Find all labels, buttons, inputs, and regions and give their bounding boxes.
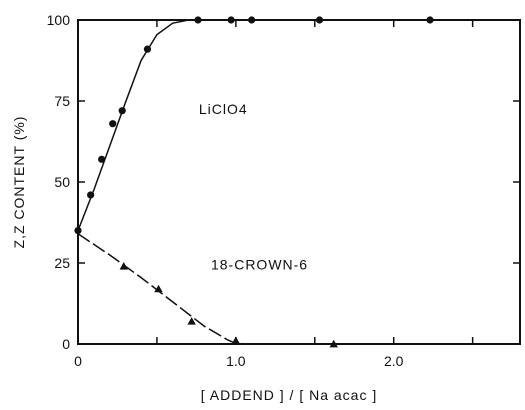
data-point-circle	[118, 107, 126, 115]
data-point-triangle	[187, 317, 196, 325]
data-point-circle	[74, 227, 82, 235]
data-point-triangle	[154, 284, 163, 293]
y-tick-label: 75	[54, 93, 70, 109]
data-point-circle	[194, 16, 202, 24]
y-tick-label: 100	[47, 12, 71, 28]
plot-frame	[77, 19, 521, 345]
data-point-circle	[109, 120, 117, 128]
plot-border	[77, 19, 521, 345]
data-point-triangle	[329, 339, 338, 348]
data-point-triangle	[231, 336, 241, 345]
y-tick-label: 25	[54, 255, 70, 271]
y-tick-label: 50	[54, 174, 70, 190]
data-point-triangle	[119, 262, 128, 270]
data-point-circle	[143, 45, 152, 53]
series-annotation: 18-CROWN-6	[211, 256, 308, 272]
x-tick-label: 1.0	[226, 353, 246, 369]
data-markers	[74, 16, 434, 348]
x-tick-label: 2.0	[384, 353, 404, 369]
x-axis-label: [ ADDEND ] / [ Na acac ]	[201, 387, 378, 403]
data-point-circle	[248, 16, 256, 24]
data-point-circle	[227, 16, 235, 24]
chart-labels: 0 1.0 2.0 0 25 50 75 100 LiClO4 18-CROWN-6 [ ADDEN…	[11, 12, 404, 403]
axis-ticks	[77, 19, 520, 345]
data-point-circle	[87, 191, 95, 199]
fit-curve-liclo4	[77, 19, 520, 231]
y-tick-label: 0	[62, 336, 70, 352]
series-annotation: LiClO4	[199, 101, 248, 117]
data-point-circle	[98, 155, 106, 163]
fit-curves	[77, 19, 520, 345]
data-point-circle	[426, 16, 434, 24]
x-tick-label: 0	[74, 353, 82, 369]
data-point-circle	[315, 16, 324, 24]
y-axis-label: Z,Z CONTENT (%)	[11, 116, 27, 249]
fit-curve-18-crown-6	[77, 233, 520, 345]
